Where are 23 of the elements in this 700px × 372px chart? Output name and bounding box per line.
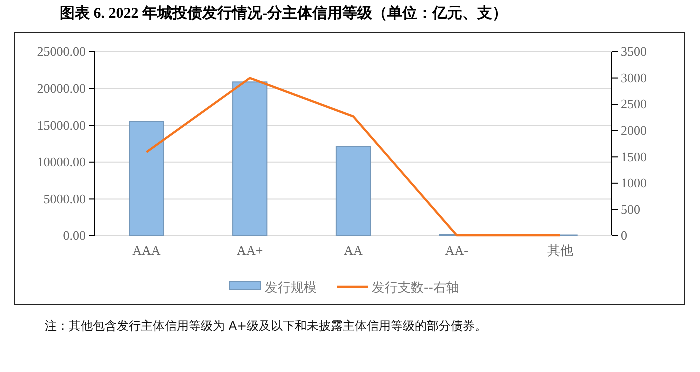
legend-label: 发行规模: [265, 281, 317, 296]
y-tick-label: 5000.00: [44, 191, 86, 206]
x-tick-label: AA-: [445, 243, 468, 258]
y-tick-label: 10000.00: [37, 154, 86, 170]
x-tick-label: AA: [344, 243, 364, 258]
y2-tick-label: 3500: [621, 44, 647, 60]
y2-tick-label: 1500: [621, 149, 647, 164]
y2-tick-label: 500: [621, 202, 640, 217]
y-tick-label: 15000.00: [37, 118, 86, 133]
y-tick-label: 20000.00: [37, 80, 86, 96]
y2-tick-label: 0: [621, 228, 628, 244]
legend-label: 发行支数--右轴: [372, 281, 460, 296]
chart-title: 图表 6. 2022 年城投债发行情况-分主体信用等级（单位：亿元、支）: [60, 4, 508, 22]
text: 注：其他包含发行主体信用等级为 A+级及以下和未披露主体信用等级的部分债券。: [45, 319, 488, 333]
y-tick-label: 0.00: [63, 228, 86, 244]
y2-tick-label: 3000: [621, 70, 647, 86]
x-tick-label: 其他: [547, 243, 574, 258]
x-tick-label: AAA: [132, 243, 162, 258]
y2-tick-label: 2500: [621, 96, 647, 112]
y-tick-label: 25000.00: [37, 44, 86, 60]
y2-tick-label: 2000: [621, 123, 647, 138]
y2-tick-label: 1000: [621, 176, 647, 191]
x-tick-label: AA+: [237, 243, 264, 258]
